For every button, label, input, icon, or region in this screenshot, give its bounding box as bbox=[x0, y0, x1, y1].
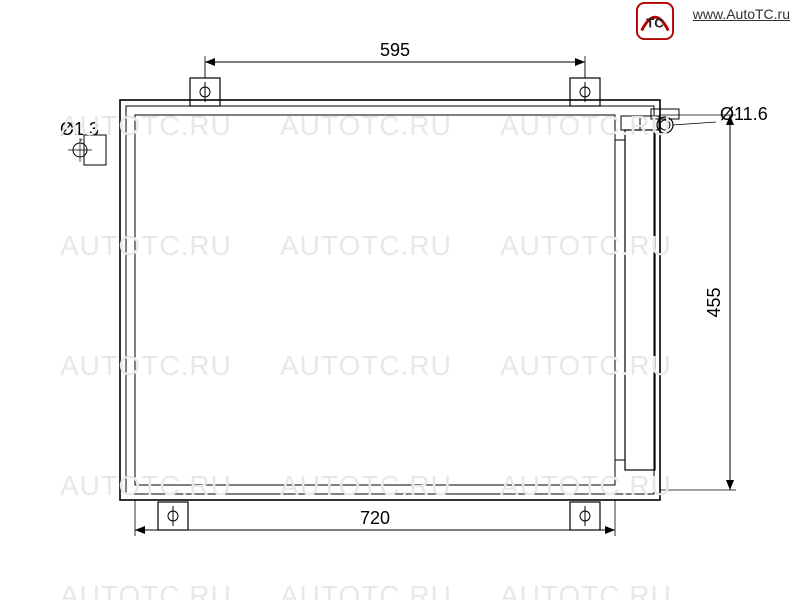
svg-text:720: 720 bbox=[360, 508, 390, 528]
svg-text:TC: TC bbox=[646, 16, 664, 31]
source-url: www.AutoTC.ru bbox=[693, 6, 790, 22]
svg-text:Ø1.3: Ø1.3 bbox=[60, 119, 99, 139]
svg-text:455: 455 bbox=[704, 287, 724, 317]
svg-text:595: 595 bbox=[380, 40, 410, 60]
brand-logo: TC bbox=[636, 2, 674, 40]
svg-text:Ø11.6: Ø11.6 bbox=[720, 104, 768, 124]
technical-drawing: 595 720 455 Ø1.3 Ø11.6 bbox=[0, 0, 800, 600]
